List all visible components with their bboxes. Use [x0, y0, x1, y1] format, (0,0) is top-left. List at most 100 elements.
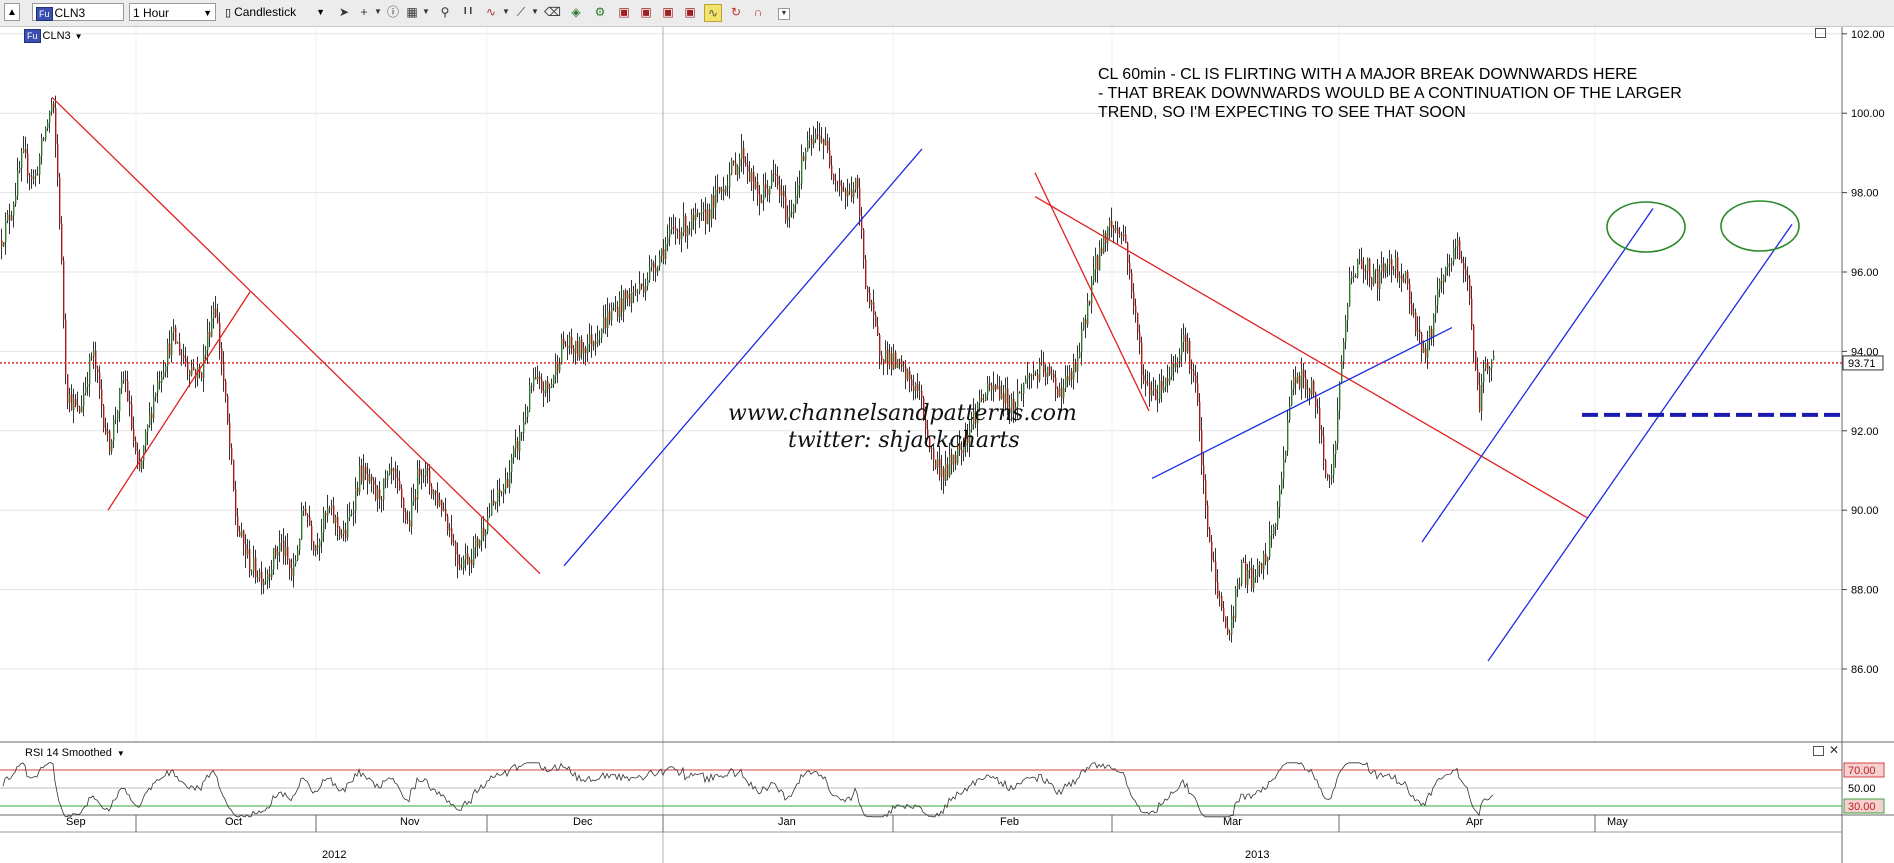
- layout-icon[interactable]: ▣: [684, 5, 696, 19]
- close-pane-icon[interactable]: ✕: [1829, 743, 1840, 757]
- candle-body: [11, 215, 13, 221]
- price-tick-label: 88.00: [1851, 585, 1879, 597]
- candle-body: [223, 364, 225, 381]
- candle-body: [1305, 377, 1307, 390]
- candle-body: [59, 177, 61, 224]
- highlight-icon[interactable]: ∿: [704, 4, 722, 22]
- candle-body: [1033, 373, 1035, 376]
- maximize-pane-icon[interactable]: [1813, 746, 1824, 756]
- candle-body: [943, 468, 945, 482]
- candle-body: [1265, 553, 1267, 562]
- info-icon[interactable]: ⓘ: [386, 5, 399, 19]
- chart-symbol-label[interactable]: Fu CLN3 ▼: [24, 29, 83, 43]
- candle-body: [465, 553, 467, 560]
- candle-body: [671, 227, 673, 230]
- chart-type-select[interactable]: ▯ Candlestick ▼: [225, 5, 325, 19]
- maximize-pane-icon[interactable]: [1815, 28, 1826, 38]
- candle-body: [1045, 372, 1047, 378]
- candle-body: [593, 341, 595, 347]
- candle-body: [219, 322, 221, 349]
- pattern-icon[interactable]: ◈: [571, 5, 581, 19]
- interval-select[interactable]: 1 Hour ▼: [129, 3, 216, 21]
- candle-body: [1423, 348, 1425, 353]
- candle-body: [821, 139, 823, 143]
- candle-body: [105, 427, 107, 435]
- trendline-drawings[interactable]: [0, 96, 1842, 662]
- replay-icon[interactable]: ↻: [730, 5, 742, 19]
- zoom-icon[interactable]: ⚲: [440, 5, 450, 19]
- candle-body: [551, 384, 553, 387]
- candle-body: [1009, 407, 1011, 414]
- candle-body: [715, 189, 717, 208]
- template-icon[interactable]: ▣: [662, 5, 674, 19]
- candle-body: [1225, 616, 1227, 628]
- candle-body: [1059, 387, 1061, 396]
- indicator-icon[interactable]: ▣: [618, 5, 630, 19]
- magnet-icon[interactable]: ∩: [753, 5, 763, 19]
- chevron-down-icon[interactable]: ▼: [422, 7, 430, 16]
- candle-body: [149, 413, 151, 426]
- candle-body: [1227, 627, 1229, 634]
- candle-body: [885, 349, 887, 364]
- candle-body: [349, 513, 351, 518]
- candle-body: [977, 402, 979, 424]
- candle-body: [5, 220, 7, 243]
- grid-icon[interactable]: ▦: [406, 5, 418, 19]
- candle-body: [1157, 398, 1159, 401]
- candle-body: [961, 449, 963, 453]
- candle-body: [955, 454, 957, 464]
- interval-quick-icon[interactable]: I I: [463, 6, 473, 17]
- candle-body: [203, 354, 205, 379]
- time-axis[interactable]: Sep Oct Nov Dec Jan Feb Mar Apr May 2012 2013: [66, 815, 1628, 861]
- candle-body: [717, 187, 719, 190]
- candle-body: [297, 549, 299, 561]
- gear-icon[interactable]: ⚙: [594, 5, 606, 19]
- candle-body: [1299, 375, 1301, 388]
- candle-body: [441, 499, 443, 511]
- candle-body: [617, 307, 619, 317]
- study-icon[interactable]: ▣: [640, 5, 652, 19]
- candle-body: [1451, 261, 1453, 264]
- candle-body: [745, 162, 747, 166]
- chevron-down-icon[interactable]: ▼: [531, 7, 539, 16]
- rsi-label[interactable]: RSI 14 Smoothed ▼: [25, 747, 125, 759]
- candle-body: [423, 475, 425, 477]
- candle-body: [1303, 369, 1305, 378]
- candle-body: [1289, 404, 1291, 421]
- candle-body: [1373, 270, 1375, 285]
- candle-body: [1341, 361, 1343, 383]
- candle-body: [387, 474, 389, 480]
- crosshair-icon[interactable]: +: [360, 5, 368, 19]
- chevron-down-icon[interactable]: ▼: [374, 7, 382, 16]
- candle-body: [165, 365, 167, 373]
- candle-body: [487, 516, 489, 532]
- month-label: Mar: [1223, 816, 1242, 828]
- candle-body: [1253, 577, 1255, 589]
- candle-body: [133, 428, 135, 441]
- drawing-icon[interactable]: ∿: [485, 5, 497, 19]
- candle-body: [1169, 376, 1171, 382]
- candle-body: [1097, 255, 1099, 271]
- candle-body: [1079, 352, 1081, 358]
- candle-body: [1087, 301, 1089, 325]
- symbol-input[interactable]: Fu CLN3: [32, 3, 124, 21]
- chevron-down-icon[interactable]: ▼: [502, 7, 510, 16]
- candle-body: [751, 172, 753, 182]
- collapse-button[interactable]: ▲: [4, 3, 20, 21]
- candle-body: [693, 214, 695, 221]
- candle-body: [1453, 247, 1455, 262]
- candle-body: [471, 559, 473, 566]
- price-axis[interactable]: 86.00 88.00 90.00 92.00 94.00 96.00 98.00 100.0…: [1842, 29, 1885, 676]
- candle-body: [577, 340, 579, 358]
- more-tools-icon[interactable]: ▼: [778, 8, 790, 20]
- eraser-icon[interactable]: ⌫: [544, 5, 561, 19]
- candle-body: [1335, 443, 1337, 455]
- candle-body: [1161, 380, 1163, 391]
- pointer-icon[interactable]: ➤: [338, 5, 350, 19]
- trendline-icon[interactable]: ⟋: [516, 5, 526, 19]
- candle-body: [469, 559, 471, 565]
- candle-body: [427, 467, 429, 471]
- candle-body: [475, 538, 477, 548]
- candle-body: [101, 389, 103, 406]
- candle-body: [867, 286, 869, 294]
